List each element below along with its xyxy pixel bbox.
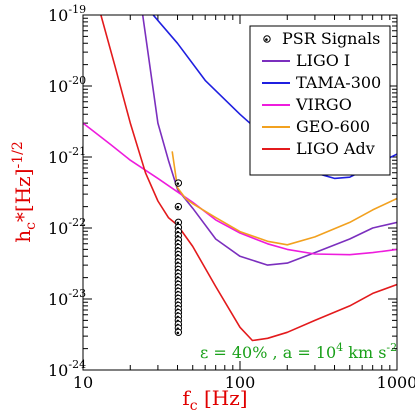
psr-point-core (176, 221, 180, 225)
psr-point-core (176, 205, 180, 209)
y-axis-title: hc*[Hz]-1/2 (10, 141, 39, 243)
legend-label: PSR Signals (282, 29, 380, 48)
legend-label: TAMA-300 (296, 73, 381, 92)
x-tick-label: 100 (225, 373, 256, 392)
legend-label: VIRGO (295, 95, 352, 114)
series-ligo-i (141, 15, 397, 266)
legend-box (249, 25, 391, 176)
legend-label: GEO-600 (296, 117, 370, 136)
y-tick-label: 10-22 (48, 216, 86, 238)
y-tick-labels: 10-19 10-20 10-21 10-22 10-23 10-24 (48, 3, 86, 380)
x-tick-label: 1000 (377, 373, 415, 392)
legend: PSR Signals LIGO I TAMA-300 VIRGO GEO-600 LIG… (249, 25, 391, 176)
series-geo-600 (171, 151, 397, 246)
y-tick-label: 10-24 (48, 358, 86, 380)
plot-frame (82, 14, 398, 371)
scatter-layer (174, 179, 183, 336)
x-tick-labels: 10 100 1000 (73, 373, 415, 392)
y-tick-label: 10-20 (48, 74, 86, 96)
legend-psr-marker-core (265, 38, 268, 41)
series-virgo (83, 122, 397, 256)
x-tick-label: 10 (73, 373, 93, 392)
x-axis-title: fc [Hz] (182, 386, 247, 414)
legend-label: LIGO I (296, 51, 350, 70)
y-tick-label: 10-23 (48, 287, 86, 309)
series-ligo-adv (100, 15, 397, 342)
psr-point-core (176, 331, 180, 335)
legend-label: LIGO Adv (296, 139, 375, 158)
annotation: ε = 40% , a = 104 km s-2 (200, 341, 397, 362)
psr-point-core (176, 182, 180, 185)
y-tick-label: 10-19 (48, 3, 86, 25)
y-tick-label: 10-21 (48, 145, 86, 167)
